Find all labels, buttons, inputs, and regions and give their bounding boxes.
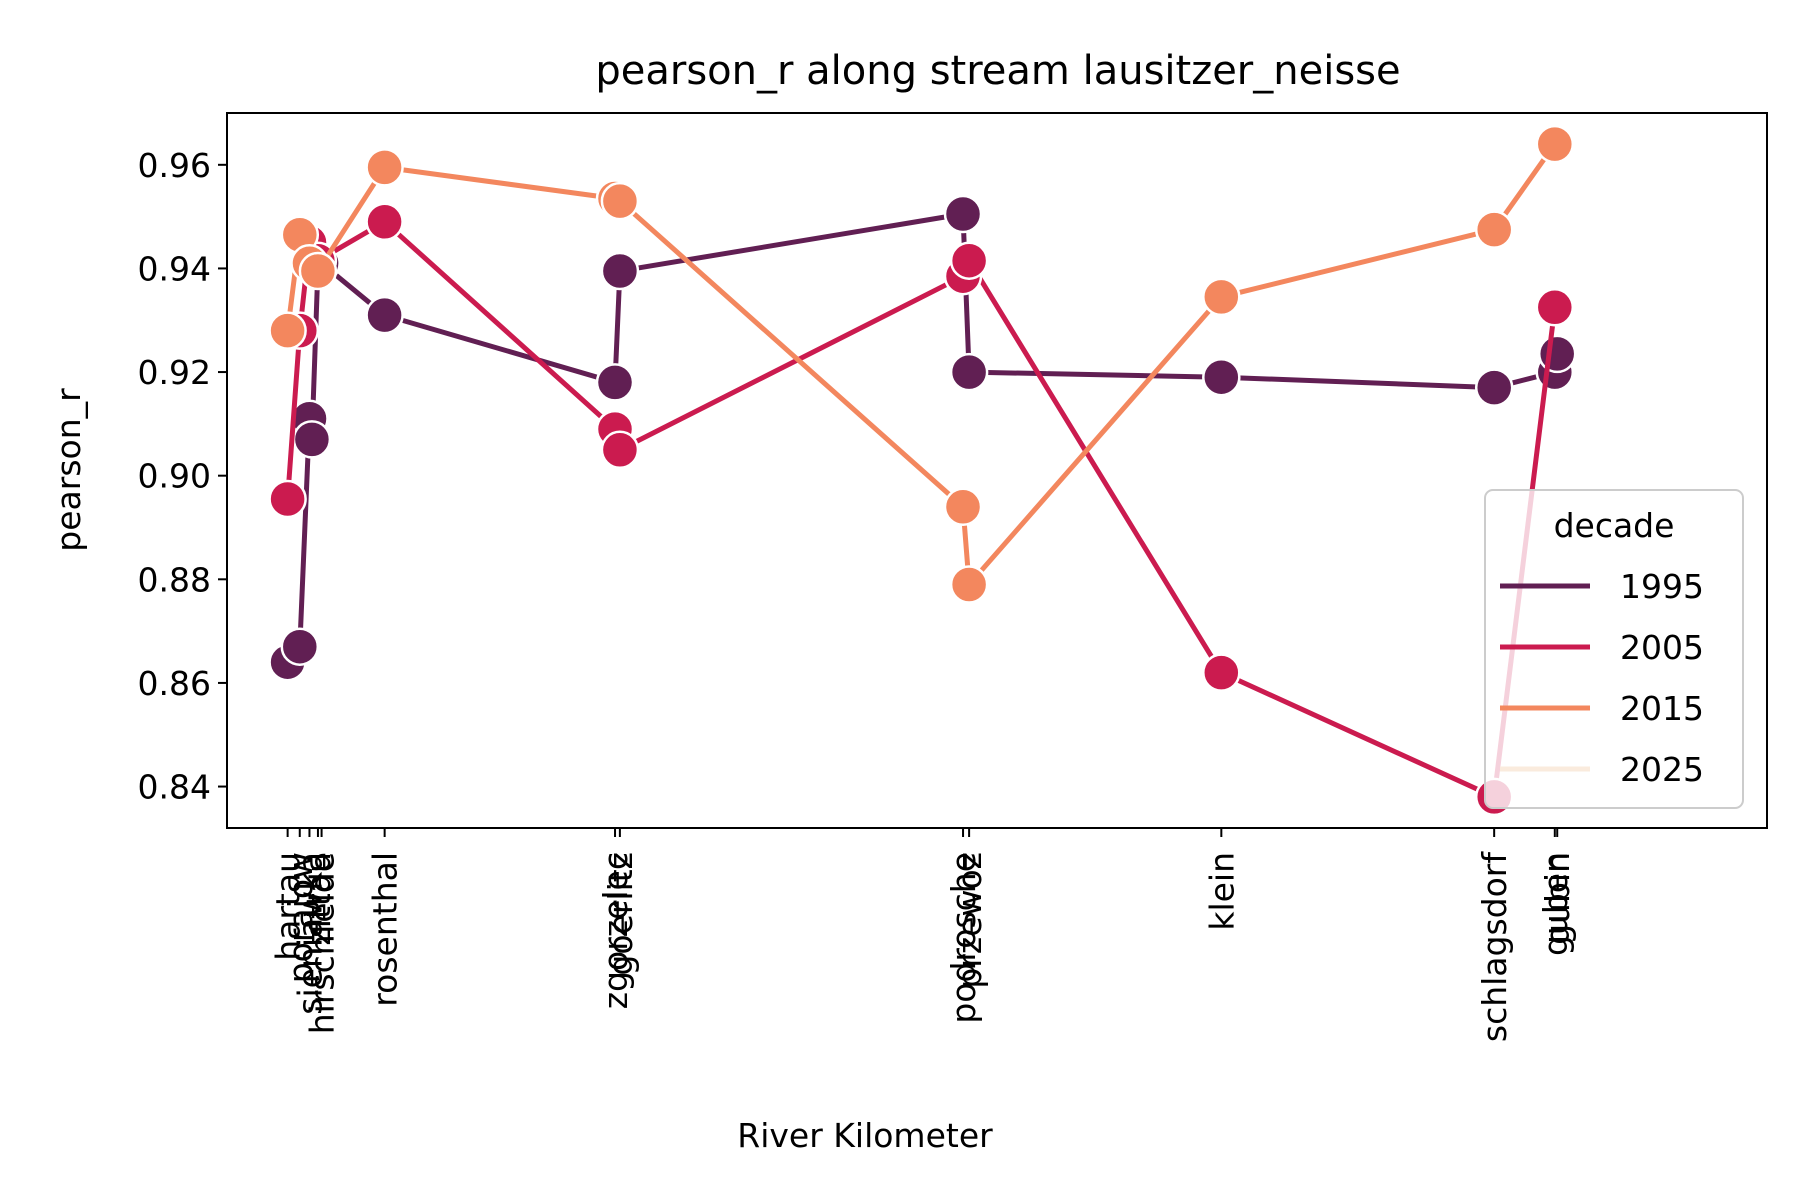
- data-point-2005: [1535, 288, 1575, 327]
- y-tick-label: 0.94: [138, 249, 211, 288]
- x-tick-label-przewoz: przewoz: [950, 852, 989, 989]
- x-tick-label-zgorzelec: zgorzelec: [596, 852, 635, 1009]
- data-point-1995: [949, 352, 989, 392]
- legend-label-2025: 2025: [1620, 750, 1704, 789]
- y-tick-label: 0.86: [138, 664, 211, 703]
- data-point-1995: [280, 627, 320, 666]
- x-tick-label-klein: klein: [1202, 852, 1241, 931]
- y-tick-label: 0.92: [138, 353, 211, 392]
- y-tick-label: 0.84: [138, 768, 211, 807]
- data-point-2015: [298, 251, 338, 291]
- chart-title: pearson_r along stream lausitzer_neisse: [595, 48, 1400, 94]
- data-point-1995: [292, 420, 332, 459]
- series-2015: [268, 124, 1575, 604]
- plot-frame: [226, 112, 1768, 829]
- y-tick-label: 0.90: [138, 457, 211, 496]
- legend-entries: 1995 2005 2015 2025: [1500, 567, 1704, 789]
- x-tick-label-podrosche: podrosche: [944, 852, 983, 1024]
- data-point-2015: [268, 311, 307, 350]
- data-point-2005: [949, 241, 989, 280]
- data-point-2015: [365, 148, 404, 187]
- x-tick-label-rosenthal: rosenthal: [366, 852, 405, 1007]
- x-tick-label-goerlitz: goerlitz: [601, 852, 640, 976]
- data-point-2015: [1535, 124, 1575, 164]
- data-point-1995: [943, 194, 983, 234]
- data-point-2005: [1202, 653, 1241, 692]
- data-point-2015: [600, 181, 640, 221]
- x-tick-label-hartau: hartau: [269, 852, 308, 961]
- data-point-2015: [949, 565, 989, 604]
- legend: decade 1995 2005 2015 2025: [1484, 489, 1744, 809]
- y-tick-label: 0.96: [138, 146, 211, 185]
- data-point-2015: [1202, 277, 1241, 317]
- plot-area: [268, 124, 1577, 817]
- legend-label-1995: 1995: [1620, 567, 1704, 606]
- data-point-2005: [365, 202, 404, 242]
- y-tick-label: 0.88: [138, 560, 211, 599]
- x-tick-label-porajow: porajow: [281, 852, 320, 983]
- x-tick-label-zittau: zittau: [299, 852, 338, 946]
- legend-label-2005: 2005: [1620, 628, 1704, 667]
- y-axis-label: pearson_r: [49, 388, 88, 552]
- data-point-2005: [268, 479, 307, 519]
- legend-title: decade: [1554, 506, 1675, 545]
- data-point-1995: [1537, 334, 1577, 374]
- data-point-1995: [365, 295, 404, 335]
- data-point-2005: [600, 430, 640, 470]
- data-point-1995: [595, 363, 635, 402]
- data-point-1995: [1474, 368, 1514, 407]
- series-1995: [268, 194, 1577, 682]
- data-point-2015: [943, 487, 983, 527]
- y-axis: 0.84 0.86 0.88 0.90 0.92 0.94 0.96: [138, 146, 227, 807]
- x-axis-label: River Kilometer: [737, 1116, 993, 1155]
- x-tick-label-guben: guben: [1536, 852, 1575, 956]
- legend-box: [1484, 489, 1744, 809]
- x-tick-label-schlagsdorf: schlagsdorf: [1475, 851, 1514, 1042]
- data-point-1995: [1202, 357, 1241, 397]
- x-tick-label-hirschfelde: hirschfelde: [303, 852, 342, 1034]
- legend-label-2015: 2015: [1620, 689, 1704, 728]
- data-point-2015: [1474, 210, 1514, 249]
- data-point-1995: [600, 251, 640, 291]
- x-tick-label-sieniawka: sieniawka: [290, 852, 329, 1015]
- x-tick-label-gubin: gubin: [1538, 852, 1577, 945]
